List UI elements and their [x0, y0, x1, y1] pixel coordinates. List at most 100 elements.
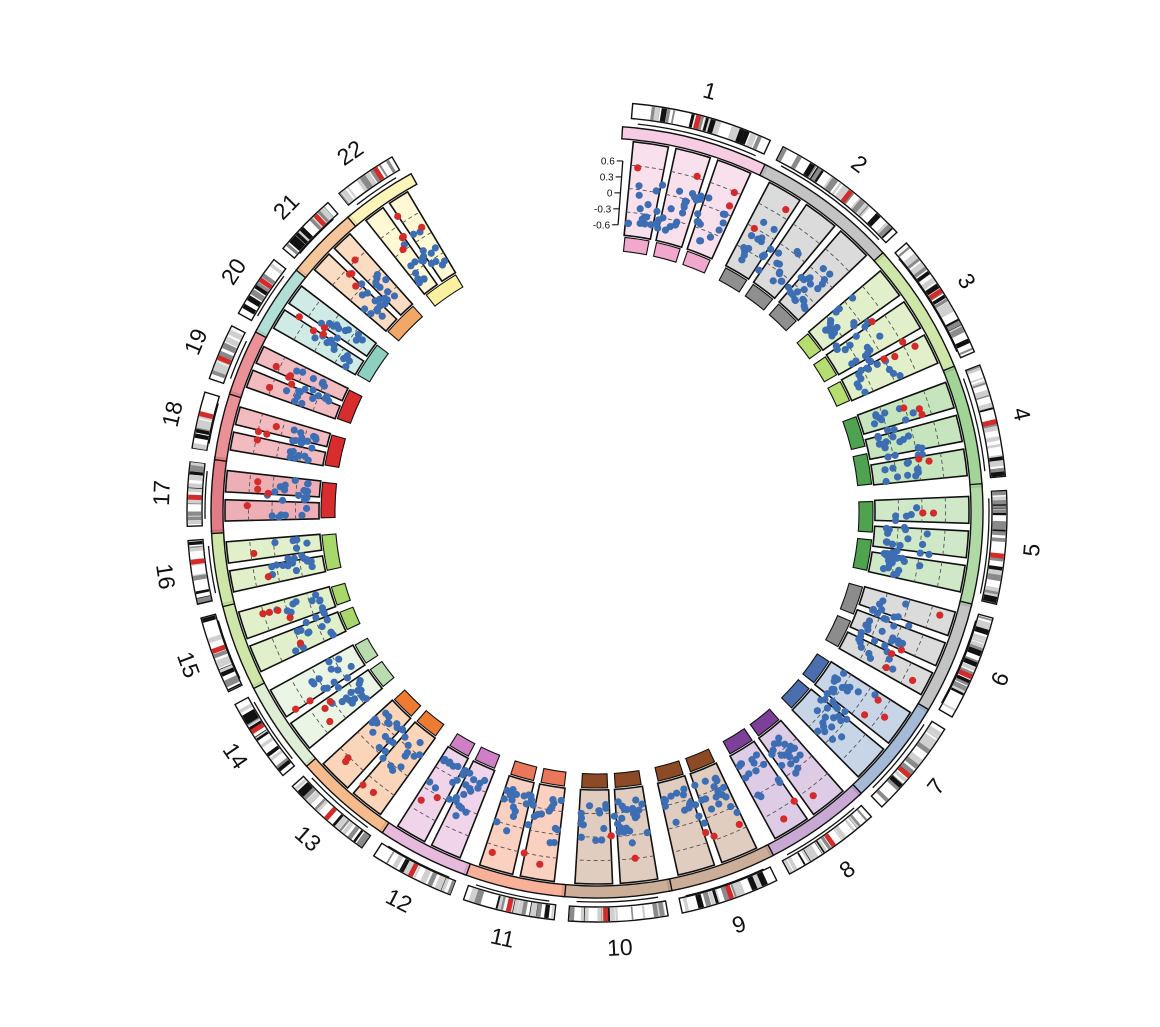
chr19-point-blue — [294, 393, 301, 400]
chr10-band — [585, 908, 589, 921]
chr2-point-blue — [826, 270, 833, 277]
chr6-point-blue — [871, 637, 878, 644]
chr15-point-red — [266, 609, 273, 616]
chr2-point-blue — [778, 278, 785, 285]
chr17-point-blue — [303, 505, 310, 512]
chr8-point-blue — [742, 774, 749, 781]
chr10-point-blue — [602, 805, 609, 812]
chr4-point-blue — [891, 452, 898, 459]
chr21-point-blue — [373, 281, 380, 288]
chr8-label: 8 — [834, 855, 859, 884]
chr12-point-blue — [432, 784, 439, 791]
chr17-point-blue — [279, 497, 286, 504]
chr2-label: 2 — [846, 150, 872, 178]
chr8-point-blue — [750, 759, 757, 766]
chr20-point-red — [310, 327, 317, 334]
chr10-point-blue — [619, 803, 626, 810]
chr18-point-red — [263, 431, 270, 438]
chr5-point-red — [930, 509, 937, 516]
chr19-point-blue — [298, 400, 305, 407]
chr14-point-blue — [325, 658, 332, 665]
chr19-point-red — [285, 374, 292, 381]
chr14-point-red — [292, 706, 299, 713]
chr5-band — [992, 531, 1006, 536]
chr16-point-blue — [284, 555, 291, 562]
chr11-point-red — [489, 849, 496, 856]
chr1-point-blue — [696, 237, 703, 244]
chr12-point-blue — [440, 757, 447, 764]
chr1-point-blue — [693, 196, 700, 203]
chr8-point-blue — [771, 740, 778, 747]
chr12-point-blue — [453, 797, 460, 804]
chr7-point-blue — [846, 684, 853, 691]
chr18-point-blue — [292, 437, 299, 444]
chr10-point-blue — [614, 820, 621, 827]
chr7-point-blue — [821, 728, 828, 735]
chr10-point-blue — [598, 836, 605, 843]
chr22-point-blue — [439, 261, 446, 268]
chr16-label: 16 — [151, 562, 180, 591]
chr6-point-blue — [888, 638, 895, 645]
chr16-point-blue — [303, 540, 310, 547]
chr5-label: 5 — [1018, 542, 1045, 557]
chr15-point-blue — [328, 629, 335, 636]
chr10-point-blue — [629, 839, 636, 846]
chr8-point-blue — [786, 753, 793, 760]
chr7-point-blue — [830, 714, 837, 721]
chr3-point-blue — [890, 370, 897, 377]
chr5-point-blue — [889, 541, 896, 548]
chr12-point-red — [434, 794, 441, 801]
chr13-point-blue — [397, 763, 404, 770]
chr20-point-blue — [330, 341, 337, 348]
chr9-point-blue — [672, 819, 679, 826]
chr15-label: 15 — [172, 648, 205, 681]
chr20-point-blue — [311, 334, 318, 341]
chr10-label: 10 — [606, 934, 633, 961]
chr1-point-blue — [644, 201, 651, 208]
chr12-point-blue — [426, 778, 433, 785]
chr7-point-blue — [832, 703, 839, 710]
chr1-point-blue — [659, 181, 666, 188]
chr16-point-blue — [293, 545, 300, 552]
chr6-point-blue — [876, 601, 883, 608]
chr14-point-blue — [320, 685, 327, 692]
chr9-point-blue — [701, 820, 708, 827]
chr3-point-red — [911, 343, 918, 350]
chr9-point-blue — [722, 793, 729, 800]
chr14-point-blue — [344, 674, 351, 681]
chr8-point-blue — [794, 765, 801, 772]
chr13-point-blue — [401, 734, 408, 741]
chr8-point-blue — [736, 763, 743, 770]
chr22-point-blue — [420, 253, 427, 260]
chr13-point-red — [370, 789, 377, 796]
chr18-point-red — [273, 423, 280, 430]
chr3-point-blue — [876, 333, 883, 340]
chr15-point-blue — [303, 619, 310, 626]
chr10-point-blue — [632, 796, 639, 803]
chr9-point-blue — [673, 790, 680, 797]
chr19-point-blue — [301, 386, 308, 393]
chr6-point-blue — [902, 600, 909, 607]
chr9-point-blue — [691, 782, 698, 789]
chr2-point-red — [751, 225, 758, 232]
chr15-point-red — [297, 640, 304, 647]
chr11-label: 11 — [488, 922, 517, 953]
chr8-point-blue — [778, 752, 785, 759]
chr10-band — [569, 907, 574, 921]
chr2-point-blue — [776, 269, 783, 276]
chr12-point-red — [418, 797, 425, 804]
chr14-label: 14 — [218, 738, 254, 774]
chr17-point-blue — [292, 477, 299, 484]
chr2-point-blue — [759, 253, 766, 260]
chr4-point-blue — [905, 432, 912, 439]
chr14-point-blue — [348, 663, 355, 670]
chr14-point-red — [321, 705, 328, 712]
chr18-point-blue — [290, 448, 297, 455]
chr5-band — [993, 506, 1006, 508]
chr22-point-blue — [412, 269, 419, 276]
chr19-point-blue — [283, 387, 290, 394]
chr5-point-blue — [924, 530, 931, 537]
chr15-point-blue — [284, 607, 291, 614]
chr4-point-red — [915, 455, 922, 462]
